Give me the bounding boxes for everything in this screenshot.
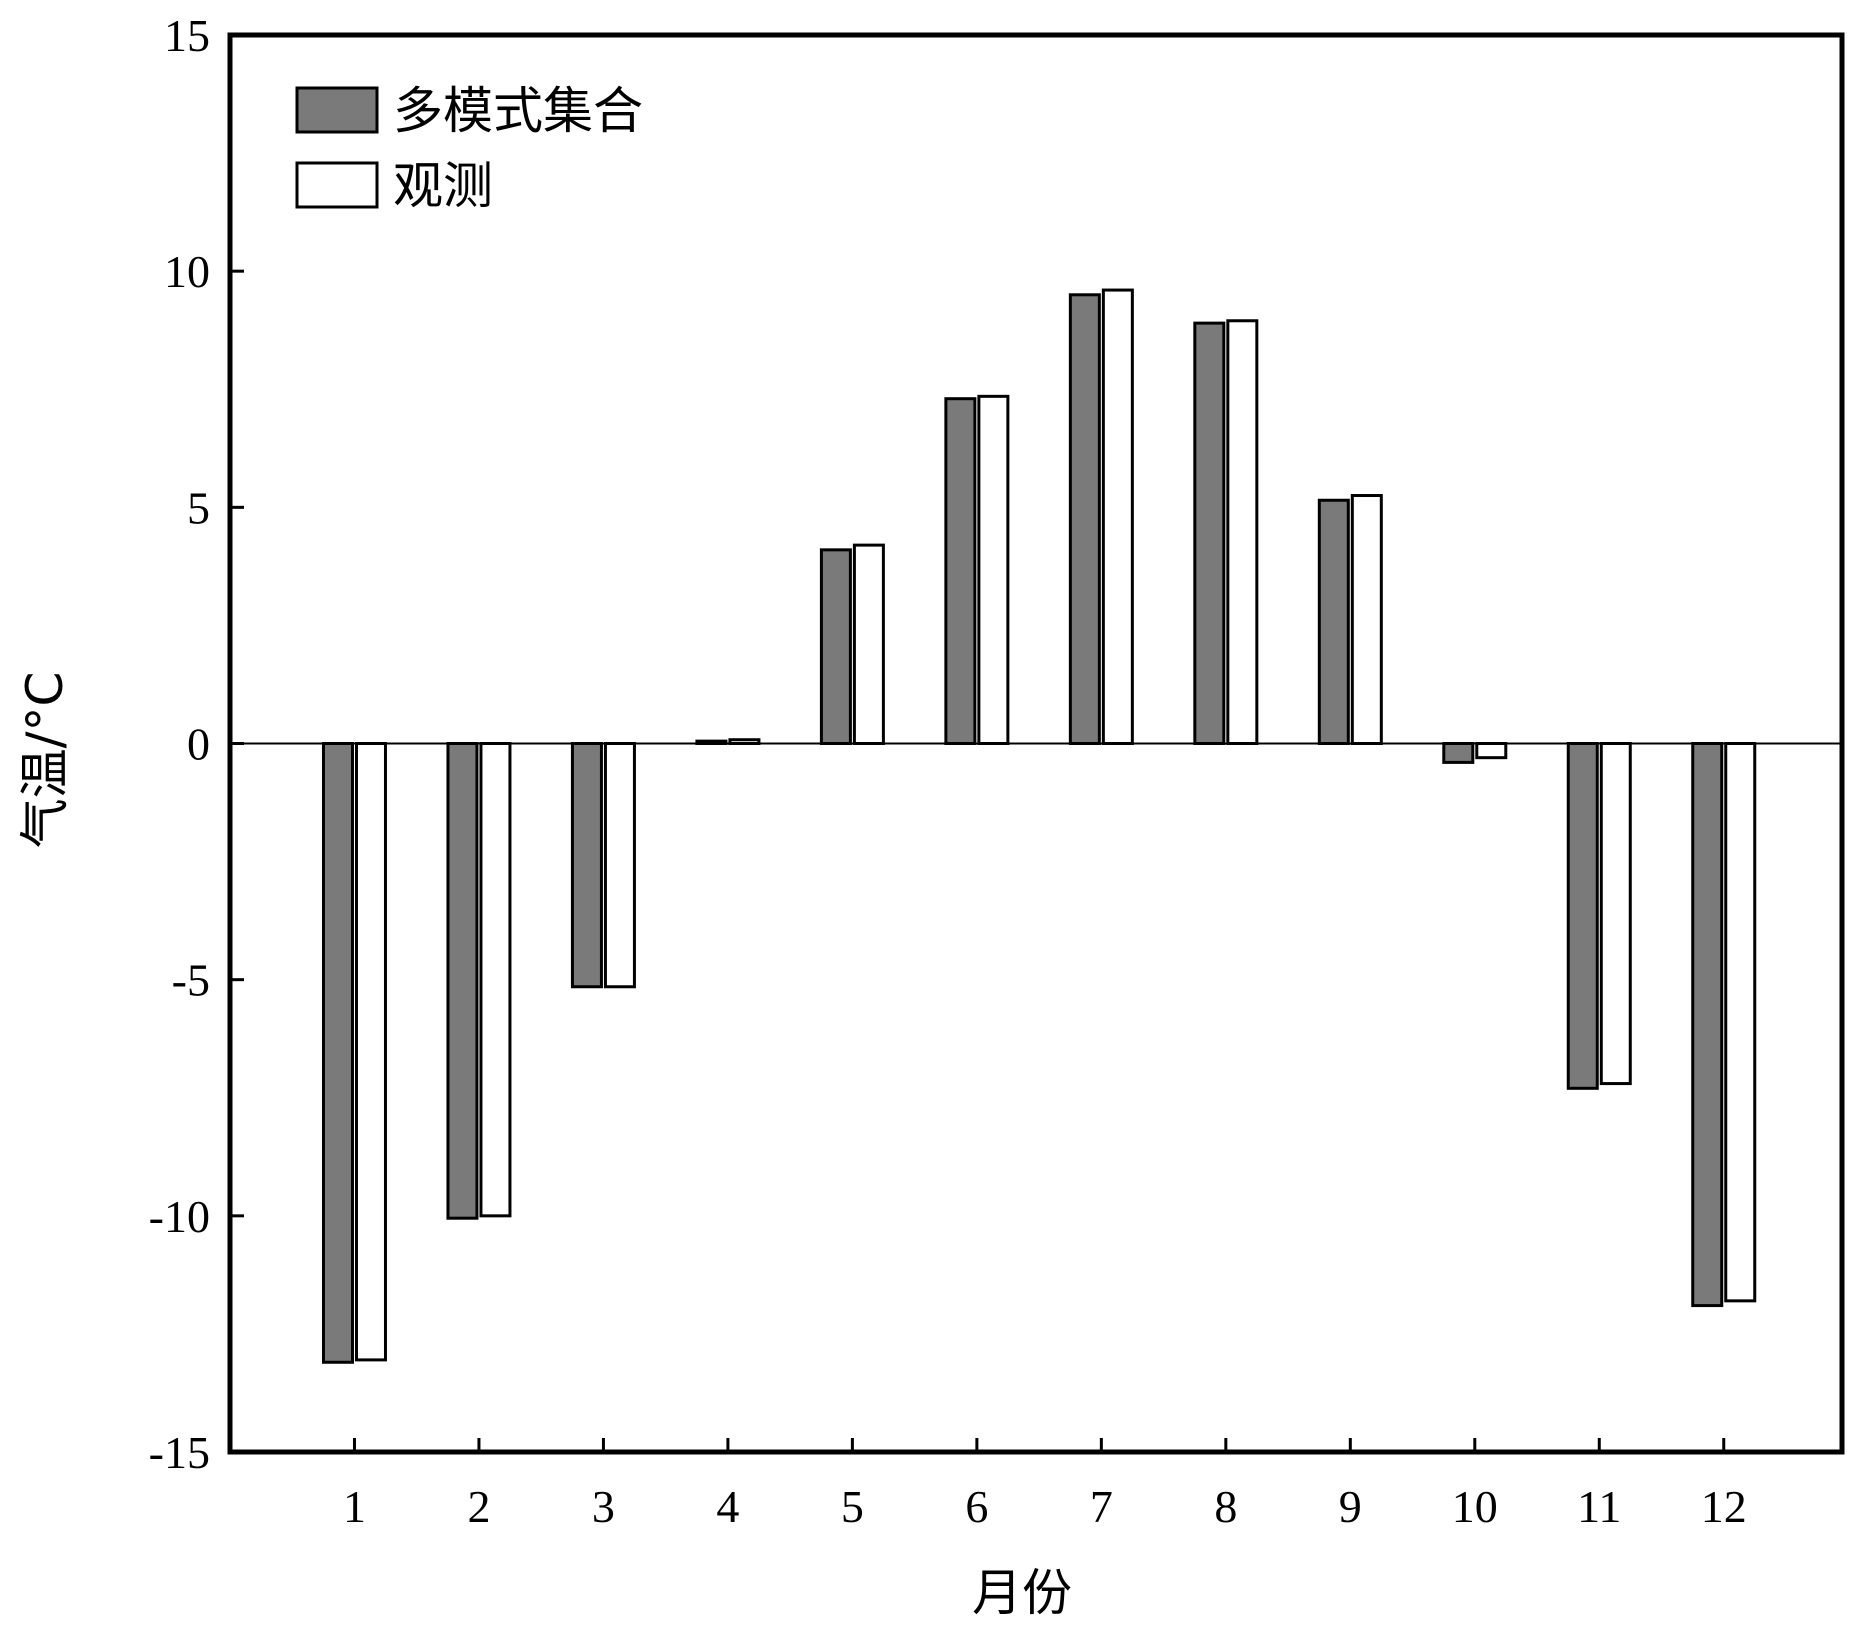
bar-s1-m9 bbox=[1317, 498, 1350, 745]
x-tick-label: 1 bbox=[343, 1481, 366, 1532]
x-tick-label: 7 bbox=[1090, 1481, 1113, 1532]
plot-frame bbox=[227, 32, 1845, 1455]
bar-s1-m7 bbox=[1068, 293, 1101, 745]
legend: 多模式集合 观测 bbox=[295, 82, 643, 215]
y-tick-label: -15 bbox=[149, 1427, 210, 1478]
bar-s1-m5 bbox=[819, 548, 852, 745]
y-tick-label: 5 bbox=[187, 482, 210, 533]
bar-s1-m3 bbox=[570, 742, 603, 989]
x-tick-label: 10 bbox=[1452, 1481, 1498, 1532]
x-tick-label: 8 bbox=[1214, 1481, 1237, 1532]
x-tick-label: 12 bbox=[1701, 1481, 1747, 1532]
y-tick-label: 15 bbox=[164, 10, 210, 61]
x-axis-title: 月份 bbox=[972, 1564, 1072, 1622]
bar-s2-m7 bbox=[1101, 288, 1134, 745]
bar-s2-m5 bbox=[852, 543, 885, 745]
x-tick-label: 9 bbox=[1339, 1481, 1362, 1532]
bar-s1-m1 bbox=[321, 742, 354, 1364]
y-tick-label: -5 bbox=[172, 955, 210, 1006]
bar-s1-m10 bbox=[1442, 742, 1475, 764]
bar-s2-m6 bbox=[977, 394, 1010, 745]
y-axis-title: 气温/°C bbox=[16, 672, 74, 849]
bar-s2-m3 bbox=[603, 742, 636, 989]
y-tick-label: 0 bbox=[187, 719, 210, 770]
legend-label-ensemble: 多模式集合 bbox=[393, 82, 643, 140]
bar-s2-m8 bbox=[1226, 319, 1259, 745]
bar-s1-m12 bbox=[1691, 742, 1724, 1308]
bars-layer bbox=[321, 288, 1757, 1364]
x-tick-label: 6 bbox=[965, 1481, 988, 1532]
bar-s2-m10 bbox=[1475, 742, 1508, 760]
bar-s2-m12 bbox=[1724, 742, 1757, 1303]
y-tick-label: -10 bbox=[149, 1191, 210, 1242]
x-tick-label: 5 bbox=[841, 1481, 864, 1532]
bar-s1-m8 bbox=[1193, 321, 1226, 745]
y-tick-label: 10 bbox=[164, 246, 210, 297]
bar-s1-m11 bbox=[1566, 742, 1599, 1090]
bar-s2-m9 bbox=[1350, 494, 1383, 745]
x-tick-label: 11 bbox=[1577, 1481, 1621, 1532]
legend-swatch-observed bbox=[295, 161, 379, 209]
bar-s2-m2 bbox=[479, 742, 512, 1218]
bar-s1-m6 bbox=[944, 397, 977, 745]
x-tick-label: 3 bbox=[592, 1481, 615, 1532]
legend-swatch-ensemble bbox=[295, 86, 379, 134]
x-tick-label: 2 bbox=[467, 1481, 490, 1532]
bar-s2-m11 bbox=[1599, 742, 1632, 1086]
bar-s2-m1 bbox=[354, 742, 387, 1362]
legend-label-observed: 观测 bbox=[393, 157, 493, 215]
bar-s1-m2 bbox=[446, 742, 479, 1220]
x-tick-label: 4 bbox=[716, 1481, 739, 1532]
